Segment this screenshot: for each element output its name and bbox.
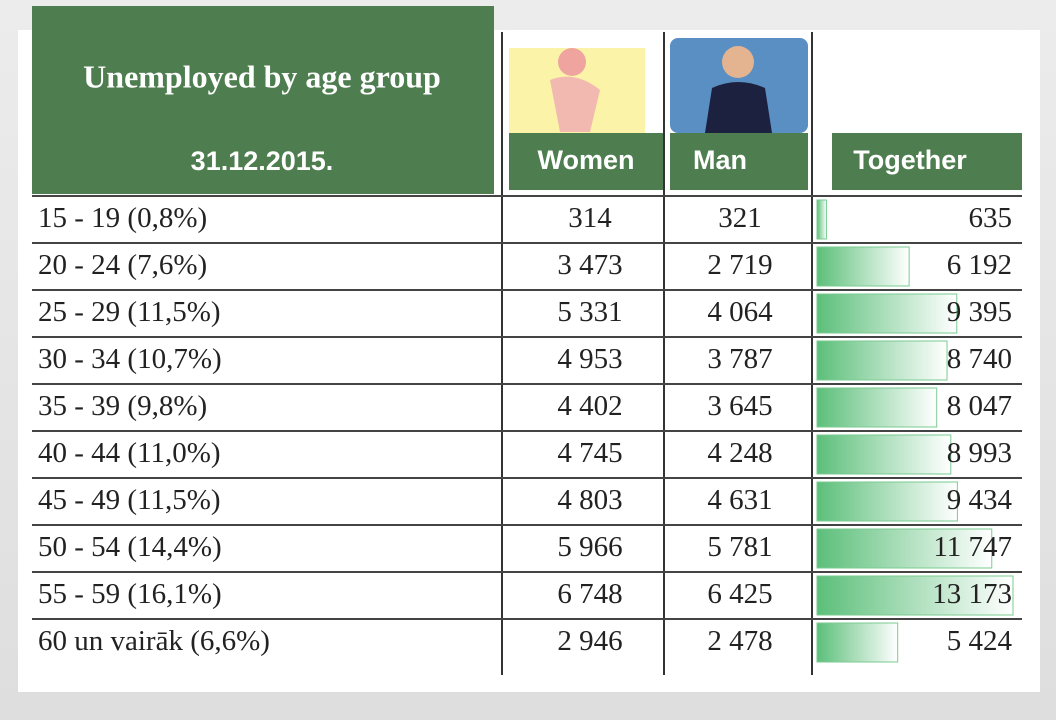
together-header: Together bbox=[853, 145, 967, 175]
women-count: 4 953 bbox=[557, 343, 622, 375]
together-count: 9 434 bbox=[947, 484, 1013, 516]
age-group: 35 - 39 (9,8%) bbox=[38, 390, 207, 422]
age-group: 15 - 19 (0,8%) bbox=[38, 202, 207, 234]
women-count: 4 745 bbox=[557, 437, 622, 469]
title: Unemployed by age group bbox=[83, 58, 441, 94]
together-count: 8 047 bbox=[947, 390, 1012, 422]
man-count: 4 248 bbox=[707, 437, 772, 469]
women-count: 6 748 bbox=[557, 578, 622, 610]
together-count: 635 bbox=[969, 202, 1013, 234]
data-bar bbox=[817, 200, 826, 239]
man-count: 4 064 bbox=[707, 296, 773, 328]
data-bar bbox=[817, 435, 951, 474]
man-count: 4 631 bbox=[707, 484, 772, 516]
age-group: 50 - 54 (14,4%) bbox=[38, 531, 222, 563]
age-group: 45 - 49 (11,5%) bbox=[38, 484, 221, 516]
women-count: 314 bbox=[568, 202, 612, 234]
man-count: 5 781 bbox=[707, 531, 772, 563]
data-bar bbox=[817, 341, 947, 380]
age-group: 30 - 34 (10,7%) bbox=[38, 343, 222, 375]
man-count: 3 787 bbox=[707, 343, 772, 375]
women-count: 5 966 bbox=[557, 531, 622, 563]
together-count: 8 993 bbox=[947, 437, 1012, 469]
man-count: 3 645 bbox=[707, 390, 772, 422]
age-group: 20 - 24 (7,6%) bbox=[38, 249, 207, 281]
man-header: Man bbox=[693, 145, 747, 175]
together-count: 13 173 bbox=[932, 578, 1012, 610]
age-group: 40 - 44 (11,0%) bbox=[38, 437, 221, 469]
together-count: 11 747 bbox=[933, 531, 1012, 563]
man-count: 6 425 bbox=[707, 578, 772, 610]
women-count: 4 803 bbox=[557, 484, 622, 516]
man-count: 2 478 bbox=[707, 625, 772, 657]
women-header: Women bbox=[537, 145, 634, 175]
man-count: 2 719 bbox=[707, 249, 772, 281]
women-count: 4 402 bbox=[557, 390, 622, 422]
man-count: 321 bbox=[718, 202, 762, 234]
women-count: 3 473 bbox=[557, 249, 622, 281]
data-bar bbox=[817, 623, 898, 662]
data-bar bbox=[817, 294, 957, 333]
women-count: 5 331 bbox=[557, 296, 622, 328]
together-count: 8 740 bbox=[947, 343, 1012, 375]
age-group: 60 un vairāk (6,6%) bbox=[38, 625, 270, 657]
together-count: 9 395 bbox=[947, 296, 1012, 328]
women-figure bbox=[558, 48, 586, 76]
data-bar bbox=[817, 482, 957, 521]
man-figure bbox=[722, 46, 754, 78]
together-count: 6 192 bbox=[947, 249, 1012, 281]
data-bar bbox=[817, 388, 937, 427]
together-count: 5 424 bbox=[947, 625, 1013, 657]
women-count: 2 946 bbox=[557, 625, 622, 657]
slide: Unemployed by age group 31.12.2015. Wome… bbox=[0, 0, 1056, 720]
age-group: 55 - 59 (16,1%) bbox=[38, 578, 222, 610]
page: Unemployed by age group 31.12.2015. Wome… bbox=[0, 0, 1056, 720]
age-group: 25 - 29 (11,5%) bbox=[38, 296, 221, 328]
date: 31.12.2015. bbox=[191, 146, 334, 176]
data-bar bbox=[817, 247, 909, 286]
man-figure bbox=[705, 82, 772, 133]
